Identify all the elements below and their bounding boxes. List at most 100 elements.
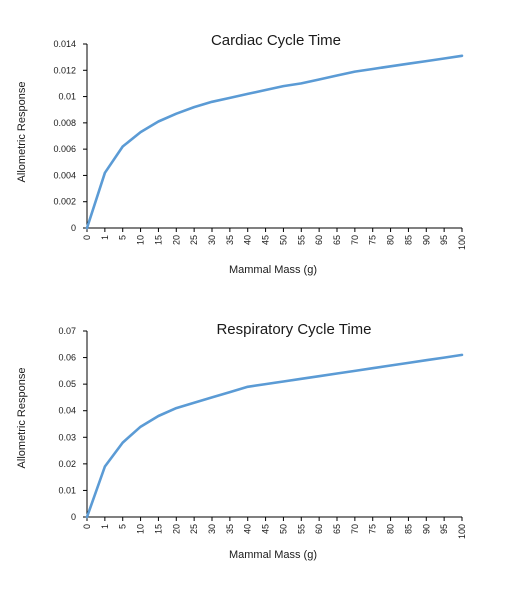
x-tick-label: 85 (403, 235, 413, 245)
x-tick-label: 25 (189, 235, 199, 245)
x-tick-label: 85 (403, 524, 413, 534)
data-point (389, 364, 392, 367)
y-tick-label: 0.04 (58, 406, 76, 416)
x-axis-label: Mammal Mass (g) (229, 264, 317, 276)
data-point (407, 362, 410, 364)
y-tick-label: 0.07 (58, 326, 76, 336)
x-tick-label: 1 (100, 524, 110, 529)
x-tick-label: 45 (261, 235, 271, 245)
chart-title: Cardiac Cycle Time (211, 32, 341, 49)
x-tick-label: 15 (153, 524, 163, 534)
x-tick-label: 50 (278, 235, 288, 245)
y-tick-label: 0.012 (53, 65, 76, 75)
respiratory-chart: Respiratory Cycle Time Mammal Mass (g) A… (16, 321, 467, 561)
data-point (175, 112, 178, 115)
data-point (282, 85, 285, 87)
x-tick-label: 60 (314, 524, 324, 534)
y-tick-label: 0.004 (53, 170, 76, 180)
x-tick-label: 40 (243, 235, 253, 245)
x-tick-label: 55 (296, 235, 306, 245)
x-tick-label: 25 (189, 524, 199, 534)
x-tick-label: 75 (368, 524, 378, 534)
y-axis-label: Allometric Response (16, 82, 28, 183)
x-tick-label: 55 (296, 524, 306, 534)
y-tick-label: 0.05 (58, 379, 76, 389)
y-tick-label: 0.01 (58, 92, 76, 102)
data-point (443, 356, 445, 359)
data-point (121, 145, 124, 148)
data-point (193, 106, 195, 108)
data-point (461, 354, 463, 356)
data-point (104, 465, 106, 468)
x-tick-label: 45 (261, 524, 271, 534)
x-tick-label: 30 (207, 235, 217, 245)
data-point (264, 383, 267, 385)
data-point (139, 131, 142, 133)
data-point (104, 172, 106, 174)
y-tick-label: 0.01 (58, 485, 76, 495)
y-tick-label: 0.002 (53, 197, 76, 207)
y-tick-label: 0.014 (53, 39, 76, 49)
data-point (300, 82, 303, 85)
data-point (246, 386, 249, 388)
data-point (211, 396, 213, 399)
data-point (354, 70, 356, 73)
data-point (336, 372, 338, 375)
data-point (407, 62, 410, 65)
y-tick-label: 0 (71, 512, 76, 522)
x-tick-label: 65 (332, 235, 342, 245)
x-tick-label: 10 (136, 235, 146, 245)
data-point (157, 120, 160, 123)
x-tick-label: 100 (457, 235, 467, 250)
data-point (211, 101, 213, 103)
series-line (85, 54, 464, 230)
series-line (85, 353, 464, 519)
x-tick-label: 95 (439, 235, 449, 245)
x-tick-label: 80 (386, 235, 396, 245)
y-tick-label: 0.008 (53, 118, 76, 128)
x-tick-label: 35 (225, 524, 235, 534)
x-tick-label: 90 (421, 235, 431, 245)
x-tick-label: 50 (278, 524, 288, 534)
data-point (139, 425, 142, 428)
data-point (425, 359, 428, 362)
chart-title: Respiratory Cycle Time (216, 321, 371, 338)
x-tick-label: 0 (82, 524, 92, 529)
x-axis-label: Mammal Mass (g) (229, 549, 317, 561)
x-tick-label: 35 (225, 235, 235, 245)
data-point (229, 391, 231, 393)
data-point (193, 401, 195, 404)
x-tick-label: 0 (82, 235, 92, 240)
x-tick-label: 70 (350, 524, 360, 534)
data-point (336, 74, 338, 77)
data-point (264, 89, 267, 91)
data-point (175, 407, 178, 409)
cardiac-chart: Cardiac Cycle Time Mammal Mass (g) Allom… (16, 32, 467, 276)
y-tick-label: 0.006 (53, 144, 76, 154)
x-tick-label: 1 (100, 235, 110, 240)
data-point (461, 55, 463, 57)
data-point (389, 65, 392, 68)
data-point (371, 367, 374, 370)
y-tick-label: 0.03 (58, 432, 76, 442)
x-tick-label: 20 (171, 524, 181, 534)
data-point (86, 227, 88, 229)
data-point (300, 378, 303, 380)
x-tick-label: 80 (386, 524, 396, 534)
x-tick-label: 5 (118, 235, 128, 240)
data-point (157, 415, 160, 417)
y-axis-label: Allometric Response (16, 368, 28, 469)
data-point (371, 68, 374, 70)
data-point (246, 93, 249, 95)
x-tick-label: 40 (243, 524, 253, 534)
data-point (318, 375, 320, 377)
data-point (229, 97, 231, 99)
x-tick-label: 20 (171, 235, 181, 245)
y-tick-label: 0.02 (58, 459, 76, 469)
x-tick-label: 60 (314, 235, 324, 245)
x-tick-label: 30 (207, 524, 217, 534)
data-point (443, 57, 445, 60)
x-tick-label: 5 (118, 524, 128, 529)
x-tick-label: 10 (136, 524, 146, 534)
